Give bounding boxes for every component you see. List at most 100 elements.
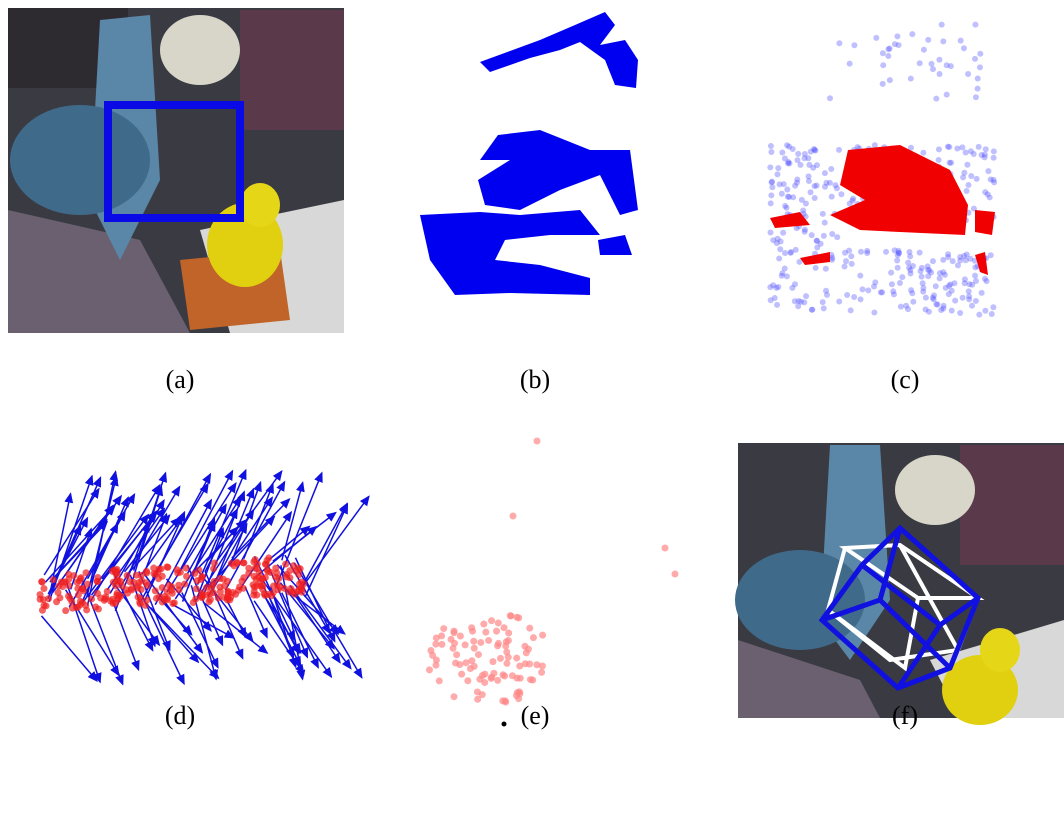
point <box>88 596 95 603</box>
point <box>801 299 807 305</box>
vector <box>294 563 362 678</box>
point <box>768 192 774 198</box>
point <box>112 582 119 589</box>
point <box>216 575 223 582</box>
point <box>821 233 827 239</box>
point <box>75 591 82 598</box>
point <box>224 594 231 601</box>
point <box>847 61 853 67</box>
point <box>453 651 460 658</box>
point <box>55 589 62 596</box>
point <box>493 628 500 635</box>
point <box>774 302 780 308</box>
point <box>215 595 222 602</box>
point <box>945 144 951 150</box>
point <box>858 249 864 255</box>
point <box>94 590 101 597</box>
point <box>857 273 863 279</box>
vector <box>172 604 234 638</box>
point <box>523 649 530 656</box>
point <box>975 86 981 92</box>
point <box>790 146 796 152</box>
point <box>809 232 815 238</box>
point <box>475 651 482 658</box>
point <box>920 280 926 286</box>
scatter-e <box>426 438 679 727</box>
point <box>894 257 900 263</box>
point <box>40 585 47 592</box>
point <box>768 149 774 155</box>
point <box>843 258 849 264</box>
point <box>910 299 916 305</box>
point <box>814 162 820 168</box>
point <box>514 689 521 696</box>
point <box>298 578 305 585</box>
point <box>775 165 781 171</box>
point <box>939 22 945 28</box>
point <box>174 566 181 573</box>
point <box>488 617 495 624</box>
point <box>782 250 788 256</box>
point <box>991 155 997 161</box>
point <box>775 284 781 290</box>
point <box>440 625 447 632</box>
point <box>767 164 773 170</box>
point <box>948 63 954 69</box>
point <box>779 270 785 276</box>
point <box>836 147 842 153</box>
point <box>794 180 800 186</box>
point <box>503 660 510 667</box>
point <box>949 308 955 314</box>
point <box>803 200 809 206</box>
point <box>450 645 457 652</box>
point <box>124 572 131 579</box>
point <box>972 22 978 28</box>
point <box>933 96 939 102</box>
point <box>539 632 546 639</box>
point <box>889 281 895 287</box>
point <box>820 211 826 217</box>
point <box>838 191 844 197</box>
point <box>474 696 481 703</box>
point <box>923 295 929 301</box>
point <box>774 171 780 177</box>
point <box>175 586 182 593</box>
point <box>797 162 803 168</box>
point <box>164 595 171 602</box>
point <box>272 565 279 572</box>
point <box>468 624 475 631</box>
point <box>502 643 509 650</box>
point <box>240 585 247 592</box>
point <box>944 92 950 98</box>
vector <box>151 608 219 679</box>
point <box>987 194 993 200</box>
point <box>979 152 985 158</box>
point <box>812 148 818 154</box>
point <box>137 600 144 607</box>
point <box>949 288 955 294</box>
point <box>966 296 972 302</box>
point <box>947 281 953 287</box>
figure: (a) (b) (c) (d) (e) (f) <box>0 0 1064 814</box>
point <box>126 578 133 585</box>
point <box>917 60 923 66</box>
point <box>159 584 166 591</box>
point <box>959 144 965 150</box>
point <box>109 596 116 603</box>
point <box>433 634 440 641</box>
point <box>968 173 974 179</box>
point <box>834 234 840 240</box>
point <box>957 310 963 316</box>
point <box>917 268 923 274</box>
point-cloud-b <box>420 12 638 295</box>
point <box>509 672 516 679</box>
point <box>905 260 911 266</box>
point <box>988 176 994 182</box>
point <box>928 270 934 276</box>
point <box>821 305 827 311</box>
point <box>961 45 967 51</box>
point <box>433 656 440 663</box>
panel-label: (e) <box>521 701 550 730</box>
point <box>517 675 524 682</box>
point <box>768 200 774 206</box>
